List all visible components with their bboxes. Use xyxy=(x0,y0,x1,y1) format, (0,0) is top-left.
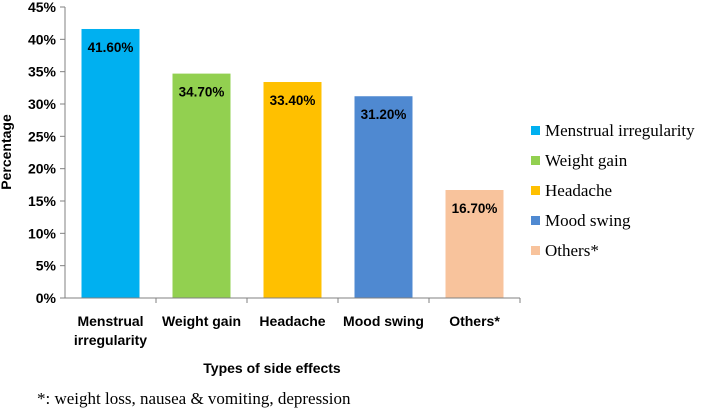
x-category-label: Weight gain xyxy=(162,313,241,329)
data-label: 41.60% xyxy=(88,40,134,55)
y-axis-title: Percentage xyxy=(0,114,14,190)
legend-swatch xyxy=(531,246,540,255)
legend-swatch xyxy=(531,126,540,135)
y-tick-label: 5% xyxy=(36,258,57,274)
legend-swatch xyxy=(531,156,540,165)
legend-entry: Mood swing xyxy=(545,211,631,230)
bar xyxy=(81,28,140,299)
footnote: *: weight loss, nausea & vomiting, depre… xyxy=(37,389,351,408)
legend-entry: Others* xyxy=(545,241,599,260)
legend-entry: Menstrual irregularity xyxy=(545,121,695,140)
legend-swatch xyxy=(531,216,540,225)
y-tick-label: 20% xyxy=(28,161,57,177)
x-axis-categories: Menstrual irregularity Weight gain Headache… xyxy=(74,298,521,348)
bar xyxy=(445,190,504,298)
legend-swatch xyxy=(531,186,540,195)
x-axis-title: Types of side effects xyxy=(203,360,341,376)
bars xyxy=(81,28,504,299)
y-tick-label: 45% xyxy=(28,0,57,15)
y-tick-label: 10% xyxy=(28,225,57,241)
y-tick-label: 40% xyxy=(28,31,57,47)
legend: Menstrual irregularity Weight gain Headach… xyxy=(531,121,695,260)
legend-entry: Weight gain xyxy=(545,151,628,170)
data-label: 34.70% xyxy=(179,85,225,100)
x-category-label: Headache xyxy=(259,313,325,329)
y-tick-label: 15% xyxy=(28,193,57,209)
data-label: 31.20% xyxy=(361,107,407,122)
y-tick-label: 0% xyxy=(36,290,57,306)
legend-entry: Headache xyxy=(545,181,612,200)
x-category-label: Others* xyxy=(449,313,500,329)
data-labels: 41.60% 34.70% 33.40% 31.20% 16.70% xyxy=(88,40,498,216)
x-category-label: irregularity xyxy=(74,332,147,348)
bar xyxy=(263,82,322,298)
bar xyxy=(172,73,231,299)
y-axis-ticks: 0% 5% 10% 15% 20% 25% 30% 35% 40% 45% xyxy=(28,0,65,306)
data-label: 33.40% xyxy=(270,93,316,108)
y-tick-label: 35% xyxy=(28,64,57,80)
y-tick-label: 30% xyxy=(28,96,57,112)
data-label: 16.70% xyxy=(452,201,498,216)
x-category-label: Menstrual xyxy=(77,313,143,329)
y-tick-label: 25% xyxy=(28,128,57,144)
bar xyxy=(354,96,413,299)
x-category-label: Mood swing xyxy=(343,313,424,329)
